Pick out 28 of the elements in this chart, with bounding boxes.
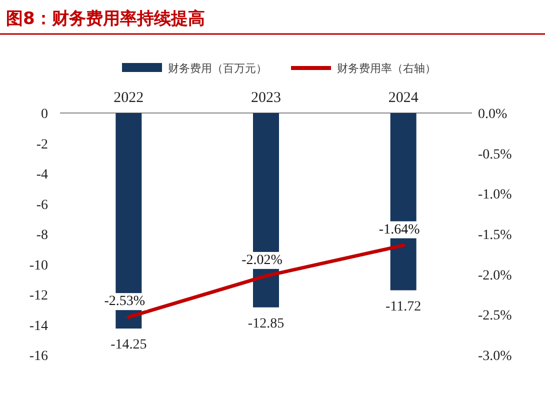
y-tick-label: -6 — [36, 198, 48, 213]
legend-label: 财务费用（百万元） — [168, 62, 267, 75]
y-tick-label: -12 — [29, 288, 48, 304]
y2-tick-label: -3.0% — [478, 349, 512, 364]
data-label: -2.02% — [242, 252, 283, 268]
y2-tick-label: -2.5% — [478, 308, 512, 324]
data-label: -12.85 — [248, 316, 284, 332]
data-label: -14.25 — [110, 338, 147, 353]
data-label: -1.64% — [378, 222, 420, 238]
y2-tick-label: -2.0% — [478, 268, 512, 284]
chart-title: 图8：财务费用率持续提高 — [6, 9, 205, 29]
y-tick-label: -8 — [36, 228, 48, 243]
data-label: -2.53% — [104, 294, 146, 310]
y-tick-label: -4 — [36, 168, 48, 182]
y-tick-label: -10 — [29, 258, 48, 274]
y-tick-label: -16 — [29, 349, 48, 364]
y2-tick-label: -0.5% — [478, 147, 512, 162]
x-tick-label: 2022 — [114, 90, 144, 106]
data-label: -11.72 — [386, 299, 422, 314]
x-tick-label: 2024 — [388, 90, 419, 106]
y2-tick-label: -1.5% — [478, 228, 512, 243]
x-tick-label: 2023 — [251, 90, 281, 106]
y-tick-label: 0 — [41, 107, 48, 122]
y-tick-label: -2 — [36, 137, 48, 152]
y2-tick-label: -1.0% — [478, 188, 512, 203]
legend-label: 财务费用率（右轴） — [337, 62, 436, 75]
y-tick-label: -14 — [29, 318, 48, 334]
y2-tick-label: 0.0% — [478, 107, 508, 122]
